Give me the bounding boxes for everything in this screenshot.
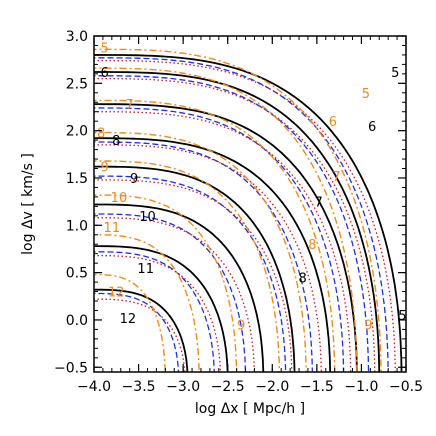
contour-dotted-7 [94,111,352,372]
y-tick-label: −0.5 [54,360,88,376]
contour-dotted-11 [94,254,222,372]
contour-dotted-8 [94,144,322,372]
x-tick-label: −1.5 [300,379,334,395]
contour-dashed-9 [94,175,287,372]
x-axis-title: log Δx [ Mpc/h ] [195,401,305,417]
contour-dashdot-10 [94,194,238,372]
x-tick-label: −3.5 [122,379,156,395]
contour-dashed-5 [94,57,389,372]
contour-label: 9 [130,172,138,187]
contour-dashdot-12 [94,273,166,372]
contour-dashdot-7 [94,99,336,372]
contour-label: 7 [332,170,340,185]
contour-label: 5 [101,41,109,56]
x-tick-label: −0.5 [389,379,423,395]
contour-solid-5 [94,54,403,372]
contour-label: 10 [139,210,156,225]
contour-solid-12 [94,288,189,372]
y-axis-title: log Δv [ km/s ] [20,153,36,255]
contour-solid-6 [94,71,381,372]
contour-label: 9 [101,161,109,176]
contour-label: 9 [237,319,245,334]
contour-label: 5 [362,87,370,102]
contour-label: 6 [329,115,337,130]
y-tick-label: 0.0 [66,313,88,329]
x-tick-label: −3.0 [166,379,200,395]
contour-label: 11 [104,221,121,236]
contour-dashdot-5 [94,48,382,372]
x-tick-label: −1.0 [344,379,378,395]
contour-dashed-6 [94,75,370,372]
y-tick-label: 3.0 [66,29,88,45]
contour-solid-9 [94,165,296,372]
y-axis: −0.5 0.0 0.5 1.0 1.5 2.0 2.5 3.0 [54,29,406,376]
contour-label: 6 [101,66,109,81]
x-tick-label: −4.0 [77,379,111,395]
contour-label: 12 [120,312,137,327]
contour-solid-11 [94,245,229,372]
plot-frame [93,35,407,373]
contour-dashed-11 [94,251,215,372]
y-tick-label: 0.5 [66,266,88,282]
contour-label: 11 [137,262,154,277]
contour-label: 8 [112,134,120,149]
contour-label: 9 [364,319,372,334]
contour-dashed-7 [94,107,345,372]
contour-label: 7 [126,98,134,113]
contour-dashdot-6 [94,67,358,372]
contour-dotted-12 [94,298,186,372]
y-tick-label: 1.5 [66,171,88,187]
contour-label: 6 [368,120,376,135]
y-tick-label: 2.0 [66,124,88,140]
contour-label: 10 [111,191,128,206]
contour-label: 8 [97,127,105,142]
contour-solid-7 [94,103,358,372]
contour-label: 8 [298,271,306,286]
x-tick-label: −2.0 [255,379,289,395]
y-tick-label: 2.5 [66,76,88,92]
contour-dashed-12 [94,292,180,372]
x-axis: −4.0 −3.5 −3.0 −2.5 −2.0 −1.5 −1.0 −0.5 [77,36,423,395]
contour-label: 12 [108,286,125,301]
contour-label: 7 [314,196,322,211]
contour-label: 5 [391,66,399,81]
contour-lines [94,48,403,372]
contour-solid-10 [94,203,265,372]
contour-dashdot-9 [94,160,281,372]
y-tick-label: 1.0 [66,218,88,234]
contour-dashdot-8 [94,131,307,372]
contour-dashdot-11 [94,234,200,372]
contour-solid-8 [94,137,332,372]
x-tick-label: −2.5 [211,379,245,395]
contour-dotted-5 [94,59,396,372]
contour-label: 5 [398,309,406,324]
contour-label: 8 [308,238,316,253]
